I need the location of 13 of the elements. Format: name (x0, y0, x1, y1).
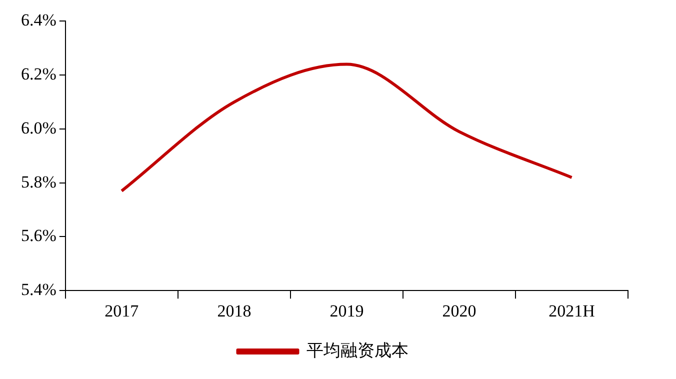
y-tick-label: 5.6% (20, 226, 56, 246)
y-tick-label: 5.8% (20, 172, 56, 192)
line-series (120, 62, 574, 192)
x-tick-label: 2018 (217, 301, 252, 320)
y-tick-label: 6.2% (20, 64, 56, 84)
y-tick-label: 6.0% (20, 118, 56, 138)
x-tick-label: 2019 (330, 301, 364, 320)
legend-label: 平均融资成本 (306, 340, 408, 360)
x-tick-label: 2017 (104, 301, 140, 320)
x-tick-label: 2020 (442, 301, 476, 320)
y-tick-label: 6.4% (20, 10, 56, 30)
x-tick-label: 2021H (548, 301, 595, 320)
y-tick-label: 5.4% (20, 280, 56, 300)
